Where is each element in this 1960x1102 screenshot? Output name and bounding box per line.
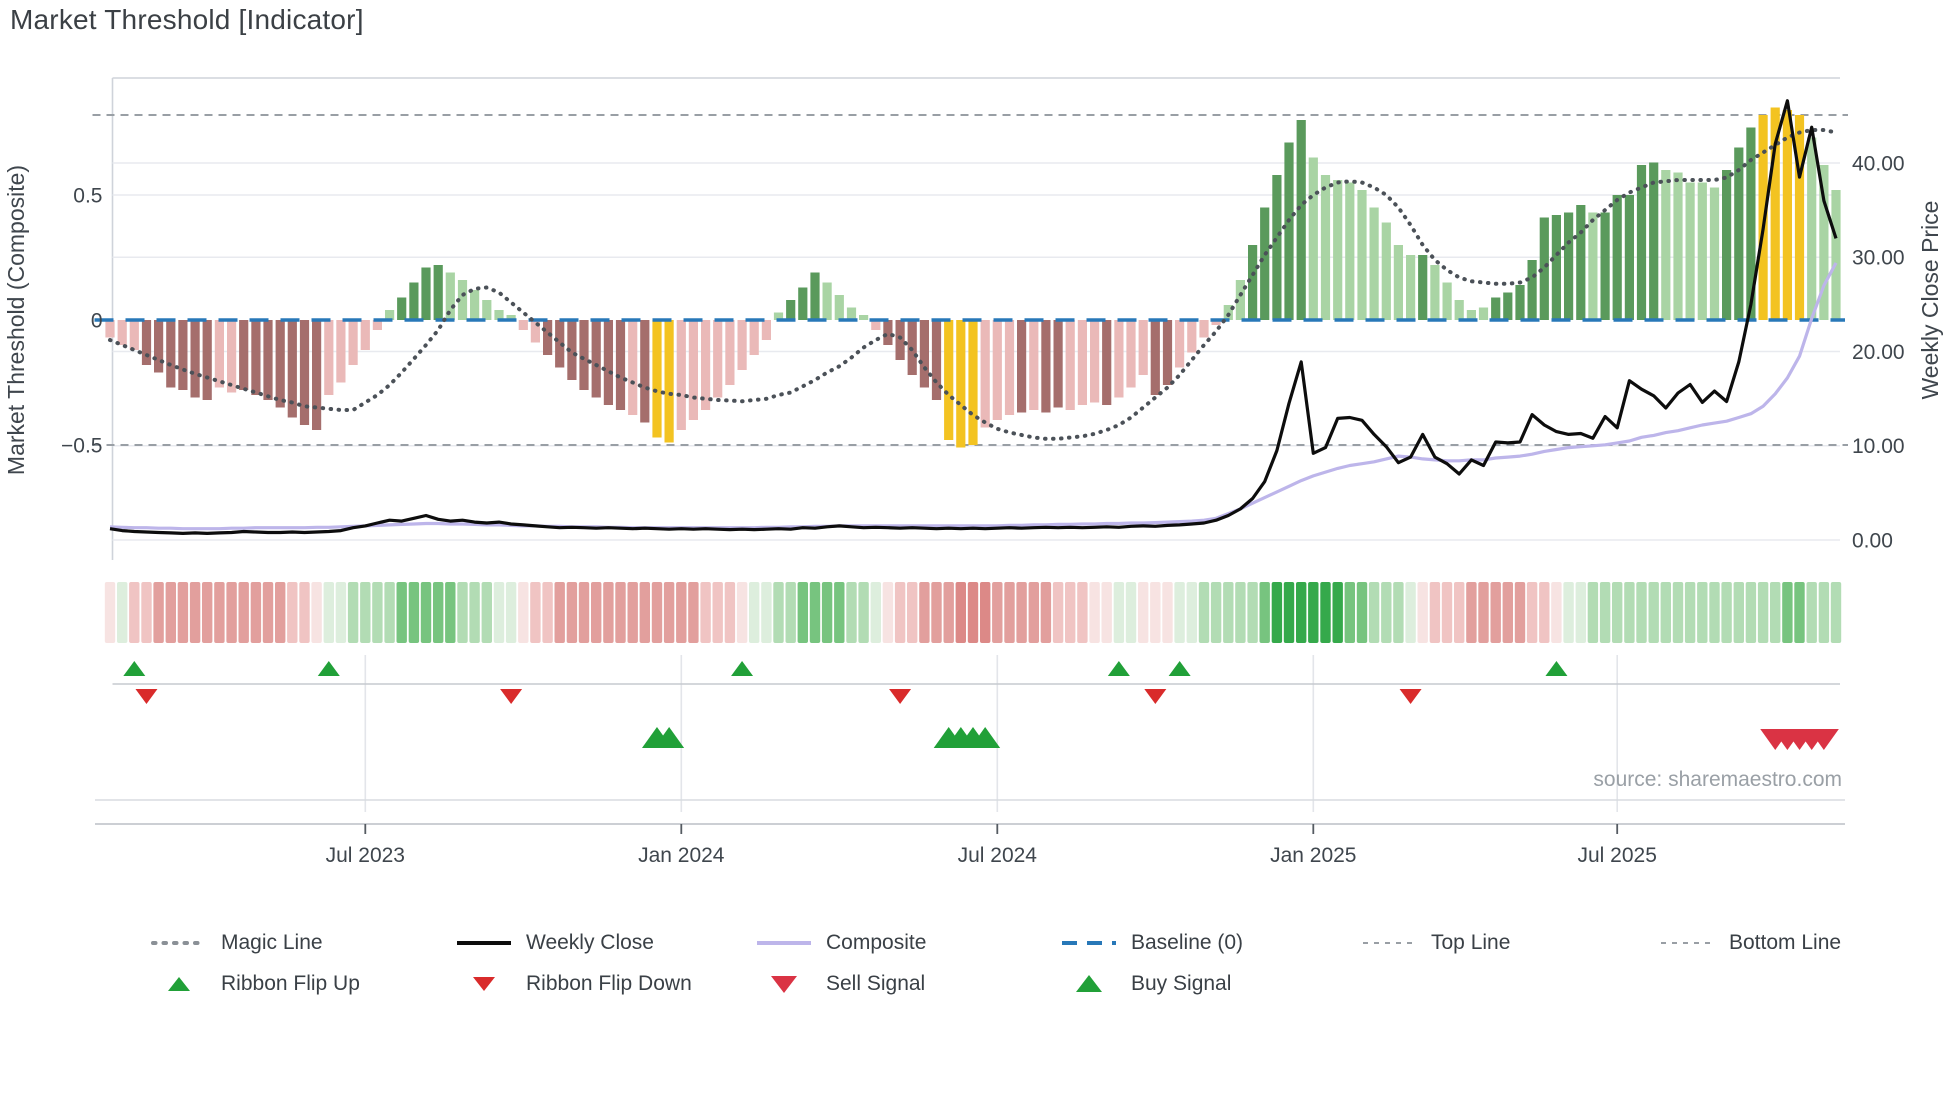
red-down-triangle-icon	[755, 971, 813, 997]
svg-text:0.5: 0.5	[73, 184, 102, 207]
svg-text:30.00: 30.00	[1852, 247, 1905, 270]
x-axis: Jul 2023 Jan 2024 Jul 2024 Jan 2025 Jul 2025	[95, 799, 1845, 867]
legend-label: Buy Signal	[1131, 972, 1232, 995]
legend-label: Ribbon Flip Down	[526, 972, 692, 995]
page-title: Market Threshold [Indicator]	[10, 4, 364, 35]
green-up-triangle-icon	[150, 971, 208, 997]
solid-lavender-line-icon	[755, 930, 813, 956]
legend-label: Top Line	[1431, 931, 1511, 954]
legend-item-bottom-line: Bottom Line	[1658, 928, 1841, 958]
svg-text:Jul 2023: Jul 2023	[326, 844, 405, 867]
signal-panel-grid	[112, 655, 1840, 812]
histogram-bars	[105, 107, 1841, 448]
legend-item-ribbon-flip-up: Ribbon Flip Up	[150, 969, 360, 999]
magic-line	[108, 128, 1838, 441]
legend-label: Ribbon Flip Up	[221, 972, 360, 995]
ribbon-flip-down-markers	[135, 689, 1422, 704]
source-note: source: sharemaestro.com	[1593, 768, 1842, 791]
legend-label: Composite	[826, 931, 927, 954]
green-up-triangle-icon	[1060, 971, 1118, 997]
buy-signal-markers	[641, 727, 1001, 748]
svg-text:20.00: 20.00	[1852, 341, 1905, 364]
weekly-close-line	[109, 99, 1838, 536]
legend-label: Bottom Line	[1729, 931, 1842, 954]
ribbon-heatmap	[104, 582, 1842, 643]
legend-item-ribbon-flip-down: Ribbon Flip Down	[455, 969, 692, 999]
dotted-gray-line-icon	[150, 930, 208, 956]
legend-item-buy-signal: Buy Signal	[1060, 969, 1231, 999]
svg-text:Weekly Close Price: Weekly Close Price	[1917, 201, 1943, 400]
composite-line	[109, 262, 1838, 531]
dashed-gray-line-icon	[1360, 930, 1418, 956]
svg-text:Jan 2024: Jan 2024	[638, 844, 725, 867]
sell-signal-markers	[1760, 729, 1839, 750]
legend-label: Weekly Close	[526, 931, 654, 954]
svg-text:Jul 2025: Jul 2025	[1577, 844, 1656, 867]
svg-text:0.00: 0.00	[1852, 529, 1893, 552]
legend-item-sell-signal: Sell Signal	[755, 969, 925, 999]
solid-black-line-icon	[455, 930, 513, 956]
legend-item-magic-line: Magic Line	[150, 928, 323, 958]
legend-label: Sell Signal	[826, 972, 926, 995]
y-axis-right: 40.00 30.00 20.00 10.00 0.00 Weekly Close Pri…	[1852, 152, 1943, 552]
red-down-triangle-icon	[455, 971, 513, 997]
svg-text:0: 0	[91, 309, 103, 332]
svg-text:Jan 2025: Jan 2025	[1270, 844, 1356, 867]
dashed-gray-line-icon	[1658, 930, 1716, 956]
legend-item-composite: Composite	[755, 928, 926, 958]
legend-label: Baseline (0)	[1131, 931, 1244, 954]
legend-item-weekly-close: Weekly Close	[455, 928, 654, 958]
legend-item-top-line: Top Line	[1360, 928, 1510, 958]
svg-text:Market Threshold (Composite): Market Threshold (Composite)	[3, 165, 29, 475]
svg-text:40.00: 40.00	[1852, 152, 1905, 175]
svg-text:10.00: 10.00	[1852, 435, 1905, 458]
svg-text:−0.5: −0.5	[61, 434, 102, 457]
dashed-blue-line-icon	[1060, 930, 1118, 956]
svg-text:Jul 2024: Jul 2024	[958, 844, 1038, 867]
legend-label: Magic Line	[221, 931, 323, 954]
legend-item-baseline: Baseline (0)	[1060, 928, 1243, 958]
y-axis-left: 0.5 0 −0.5 Market Threshold (Composite)	[3, 165, 103, 475]
ribbon-flip-up-markers	[123, 661, 1568, 676]
